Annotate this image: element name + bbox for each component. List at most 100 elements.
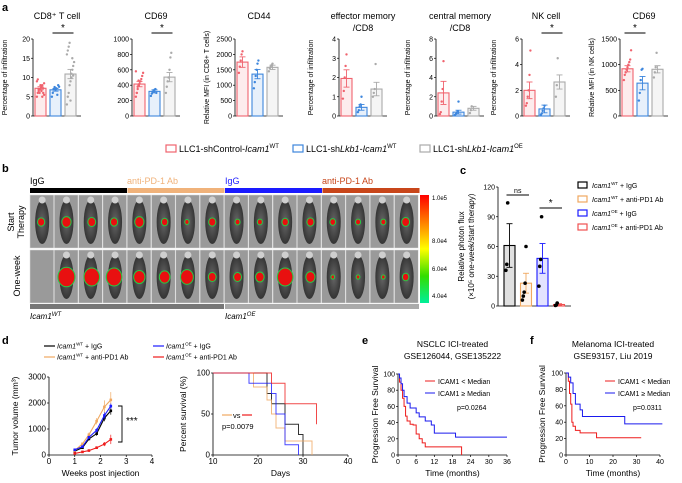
y-tick-label: 1500 — [216, 67, 232, 74]
mouse-head — [354, 251, 362, 259]
data-point — [66, 49, 70, 52]
bioluminescence-signal — [109, 217, 119, 227]
significance-label: * — [61, 23, 65, 34]
data-point — [555, 84, 558, 87]
y-tick-label: 200 — [117, 98, 129, 105]
bioluminescence-signal — [184, 218, 190, 226]
bioluminescence-signal — [158, 270, 171, 284]
genotype-label-wt: Icam1WT — [30, 312, 62, 321]
x-axis-label: Weeks post injection — [62, 468, 140, 478]
data-point — [164, 91, 168, 95]
y-tick-label: 100 — [551, 371, 563, 378]
y-tick-label: 0 — [515, 114, 519, 121]
x-tick-label: 2 — [98, 457, 103, 466]
legend-swatch — [577, 195, 588, 203]
y-tick-label: 100 — [383, 372, 395, 379]
data-point — [65, 103, 69, 106]
data-point — [654, 66, 657, 69]
data-point — [439, 110, 442, 114]
legend-swatch — [577, 181, 588, 189]
data-point — [527, 89, 530, 92]
legend-swatch — [419, 144, 431, 153]
mouse-image — [224, 194, 249, 249]
bioluminescence-signal — [61, 216, 72, 228]
bar — [621, 68, 634, 117]
y-tick-label: 800 — [117, 52, 129, 59]
bioluminescence-signal — [355, 274, 361, 280]
panel-label-b: b — [2, 163, 9, 175]
data-point — [95, 446, 98, 450]
bioluminescence-signal — [380, 218, 387, 226]
data-point — [537, 284, 541, 288]
data-point — [134, 70, 138, 73]
x-tick-label: 0 — [396, 459, 400, 466]
survival-curve — [213, 372, 317, 425]
data-point — [73, 452, 77, 455]
chart-title: NSCLC ICI-treated — [417, 339, 489, 349]
data-point — [81, 450, 84, 454]
data-point — [167, 76, 170, 79]
data-point — [52, 87, 55, 91]
data-point — [87, 433, 91, 437]
data-point — [55, 87, 58, 90]
mouse-image — [102, 249, 127, 304]
mouse-image — [297, 194, 322, 249]
mouse-head — [305, 196, 313, 204]
data-point — [41, 84, 44, 87]
mouse-head — [111, 251, 119, 259]
data-point — [505, 201, 510, 205]
legend-label: Icam1OE + anti-PD1 Ab — [592, 223, 663, 232]
chart-title: /CD8 — [353, 23, 374, 33]
y-tick-label: 0 — [26, 114, 30, 121]
mouse-head — [257, 196, 265, 204]
legend-d: Icam1WT + IgG Icam1WT + anti-PD1 Ab Icam… — [44, 342, 237, 362]
y-tick-label: 80 — [555, 387, 563, 394]
bioluminescence-signal — [234, 218, 241, 226]
y-axis-label: (×10⁵ one-week/start therapy) — [467, 193, 476, 299]
data-point — [520, 298, 525, 302]
y-tick-label: 400 — [117, 83, 129, 90]
group-label: anti-PD-1 Ab — [322, 176, 373, 186]
data-point — [457, 100, 460, 103]
data-point — [440, 100, 443, 103]
mouse-image — [29, 194, 54, 249]
y-tick-label: 90 — [487, 214, 495, 221]
chart-title: GSE93157, Liu 2019 — [574, 351, 653, 361]
bar — [133, 83, 146, 117]
group-label: anti-PD-1 Ab — [127, 176, 178, 186]
x-tick-label: 30 — [633, 459, 641, 466]
data-point — [256, 62, 259, 65]
y-tick-label: 40 — [555, 420, 563, 427]
group-label: IgG — [30, 176, 45, 186]
x-tick-label: 10 — [586, 459, 594, 466]
group-label: IgG — [225, 176, 240, 186]
bar — [266, 66, 279, 117]
data-point — [109, 404, 113, 408]
mouse-head — [233, 196, 241, 204]
data-point — [37, 87, 40, 91]
legend-label: ICAM1 < Median — [438, 379, 490, 386]
mouse-image — [151, 194, 176, 249]
data-point — [68, 41, 71, 45]
image-background — [29, 249, 54, 304]
data-point — [239, 59, 242, 62]
data-point — [238, 65, 241, 68]
x-tick-label: 0 — [47, 457, 52, 466]
y-tick-label: 3 — [332, 56, 336, 63]
bar-chart-a4: 0 1 2 3 4 effector memory/CD8 Percentage of in… — [308, 11, 396, 121]
mouse-head — [38, 196, 46, 204]
significance-label: * — [633, 23, 637, 34]
y-tick-label: 50 — [201, 410, 210, 419]
data-point — [35, 80, 39, 83]
data-point — [442, 59, 445, 63]
y-tick-label: 4 — [515, 62, 519, 69]
mouse-image — [248, 194, 273, 249]
data-point — [542, 107, 545, 110]
y-tick-label: 60 — [387, 404, 395, 411]
data-point — [526, 95, 529, 98]
data-point — [65, 53, 69, 56]
bioluminescence-signal — [276, 267, 294, 287]
data-point — [541, 109, 544, 113]
mouse-head — [87, 196, 95, 204]
data-point — [72, 74, 75, 77]
